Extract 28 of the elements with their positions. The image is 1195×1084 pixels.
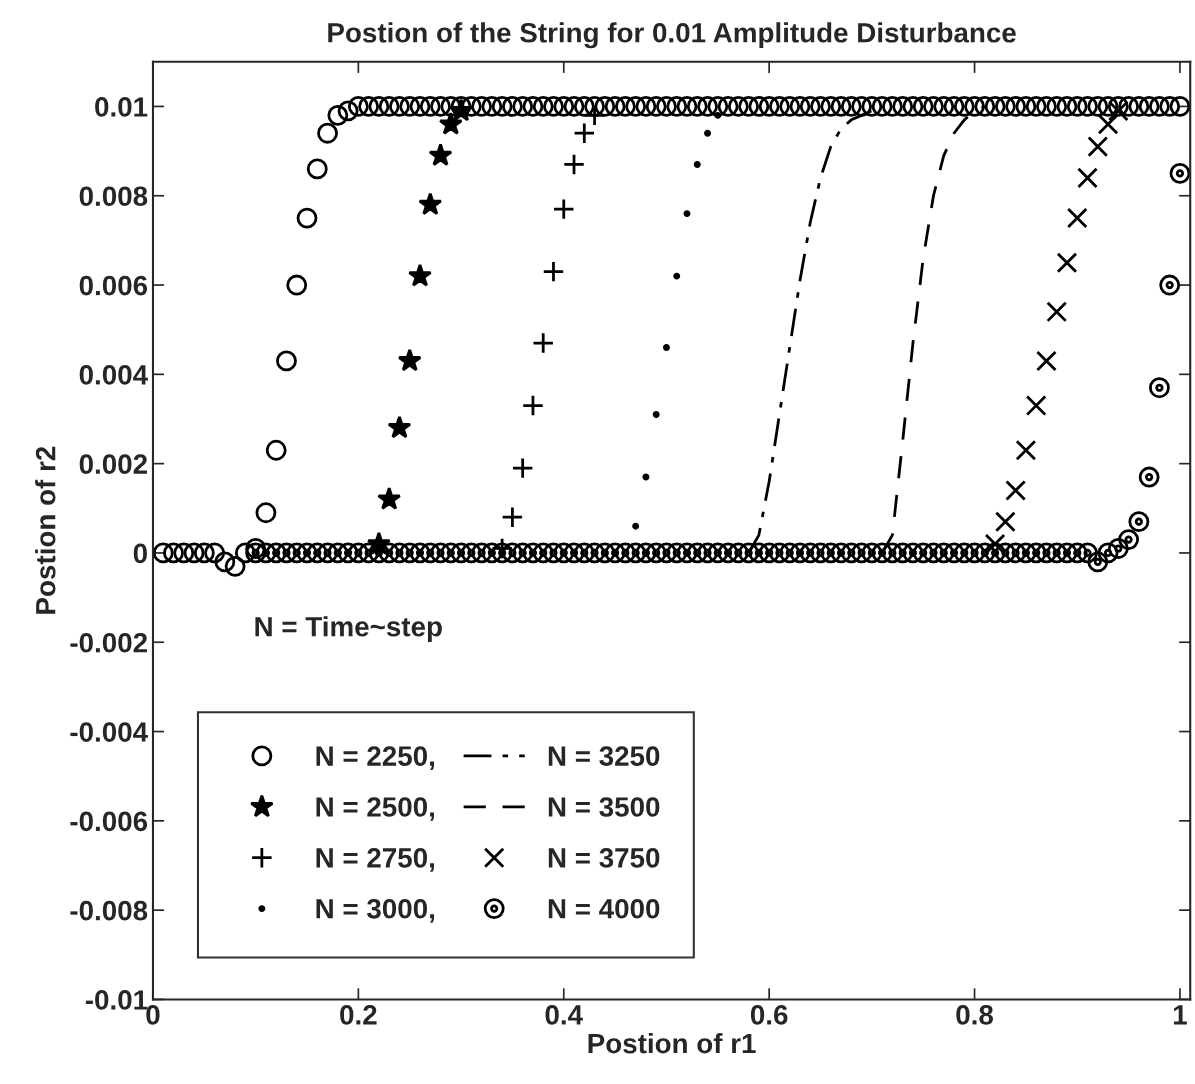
legend-label: N = 3500 xyxy=(548,797,660,817)
y-tick-label: 0.006 xyxy=(79,275,148,296)
chart-title: Postion of the String for 0.01 Amplitude Disturbance xyxy=(328,22,1016,49)
y-tick-label: 0 xyxy=(133,543,147,564)
y-axis-title: Postion of r2 xyxy=(35,446,56,614)
x-axis-title: Postion of r1 xyxy=(588,1032,756,1054)
legend-label: N = 3750 xyxy=(548,848,660,868)
legend-label: N = 2750, xyxy=(316,848,434,872)
y-tick-label: 0.002 xyxy=(79,454,147,474)
x-tick-label: 0.2 xyxy=(340,1005,377,1025)
y-tick-label: 0.008 xyxy=(79,186,148,207)
y-tick-label: -0.002 xyxy=(70,632,147,653)
y-tick-label: -0.006 xyxy=(70,811,148,832)
legend-label: N = 3000, xyxy=(316,898,434,923)
legend-label: N = 3250 xyxy=(548,746,660,766)
y-tick-label: -0.004 xyxy=(70,722,148,742)
y-tick-label: -0.008 xyxy=(70,900,148,921)
legend-label: N = 4000 xyxy=(548,898,660,919)
x-tick-label: 0.4 xyxy=(545,1005,583,1025)
legend-label: N = 2500, xyxy=(316,797,434,821)
x-tick-label: 1 xyxy=(1173,1005,1187,1025)
x-tick-label: 0.8 xyxy=(956,1005,994,1025)
x-tick-label: 0.6 xyxy=(750,1005,788,1025)
annotation: N = Time~step xyxy=(255,616,442,643)
legend-label: N = 2250, xyxy=(316,746,434,770)
y-tick-label: 0.01 xyxy=(95,97,148,117)
y-tick-label: 0.004 xyxy=(79,365,148,385)
y-tick-label: -0.01 xyxy=(85,990,148,1010)
